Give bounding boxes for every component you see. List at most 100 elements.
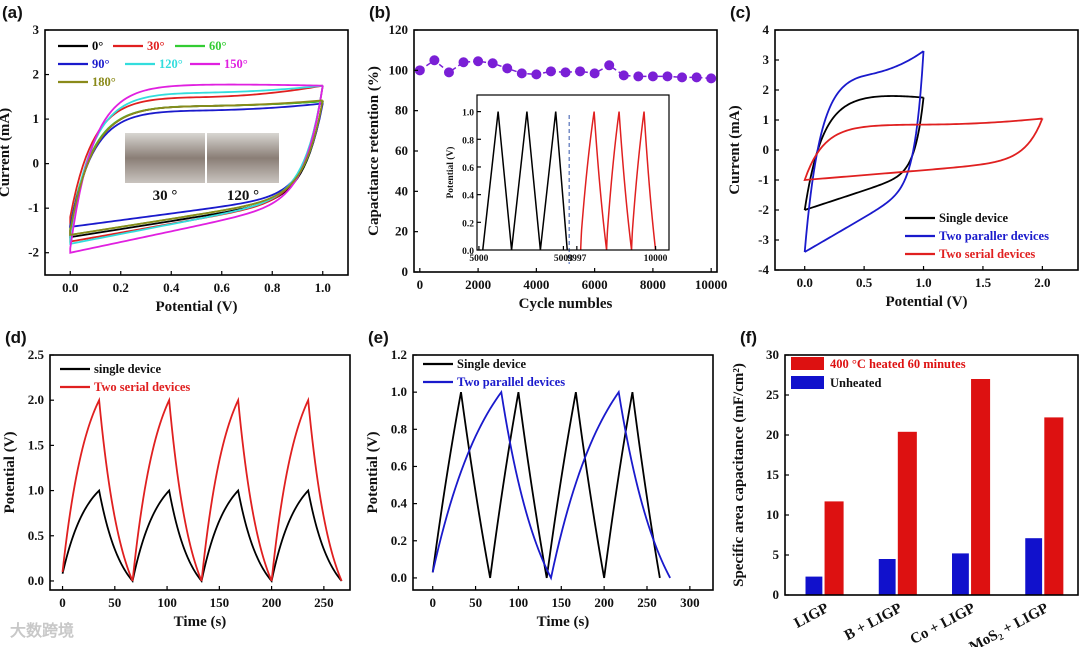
cv-curve [69, 83, 324, 254]
x-tick-label: 250 [637, 595, 657, 610]
cv-curve [803, 117, 1044, 182]
y-tick-label: 0.2 [462, 219, 474, 229]
legend-label: 0° [92, 39, 103, 53]
panel-e: (e) 0 50 100 150 200 250 300 0.0 0.2 0.4 0.6 0.8 1.0 1… [365, 328, 714, 630]
panel-label: (d) [5, 328, 27, 347]
x-tick-label: 1.0 [915, 275, 931, 290]
x-tick-label: 6000 [582, 277, 608, 292]
x-tick-label: 150 [210, 595, 230, 610]
retention-point [575, 66, 586, 77]
retention-point [545, 66, 556, 77]
inset-y-axis-label: Potential (V) [445, 147, 456, 199]
y-tick-label: 20 [766, 427, 779, 442]
y-tick-label: 2.0 [28, 392, 44, 407]
x-axis-label: Time (s) [537, 614, 590, 630]
y-tick-label: 0.8 [462, 136, 474, 146]
legend-label: 120° [159, 57, 183, 71]
y-tick-label: 1.0 [462, 109, 474, 119]
retention-point [633, 71, 644, 82]
x-tick-label: 0.6 [214, 280, 231, 295]
y-tick-label: 0.2 [391, 533, 407, 548]
category-label: B + LIGP [842, 600, 905, 644]
x-tick-label: 1.0 [315, 280, 331, 295]
x-tick-label: 0.2 [113, 280, 129, 295]
x-tick-label: 0 [429, 595, 436, 610]
legend-label: Two parallel devices [457, 375, 565, 389]
y-axis-label: Current (mA) [727, 105, 743, 194]
x-axis-label: Potential (V) [885, 294, 967, 310]
x-tick-label: 8000 [640, 277, 666, 292]
y-tick-label: -2 [28, 245, 39, 260]
retention-point [589, 68, 600, 79]
x-axis-label: Cycle numbles [519, 296, 613, 312]
plot-area [803, 50, 1044, 254]
x-tick-label: 100 [157, 595, 177, 610]
y-tick-label: 3 [763, 52, 770, 67]
y-tick-label: -3 [758, 232, 769, 247]
plot-area [69, 83, 324, 254]
y-tick-label: 1 [33, 111, 40, 126]
y-tick-label: 10 [766, 507, 779, 522]
y-tick-label: 40 [395, 183, 408, 198]
retention-point [706, 73, 717, 84]
y-axis-label: Potential (V) [365, 431, 381, 513]
gcd-curve [431, 389, 671, 581]
retention-point [531, 69, 542, 80]
bending-photo [207, 133, 279, 183]
x-tick-label: 2000 [465, 277, 491, 292]
y-tick-label: -4 [758, 262, 769, 277]
bending-photo [125, 133, 205, 183]
panel-a: (a) 30 ° 120 ° 0.0 0.2 0.4 0.6 0.8 1.0 -2 -1 0 1 2 3 Po… [0, 3, 349, 315]
watermark: 大数跨境 [10, 621, 74, 640]
plot-frame [476, 94, 670, 251]
x-tick-label: 10000 [695, 277, 728, 292]
retention-point [473, 56, 484, 67]
y-tick-label: 120 [389, 22, 409, 37]
retention-point [618, 70, 629, 81]
legend-label: 180° [92, 75, 116, 89]
retention-point [414, 65, 425, 76]
x-tick-label: 2.0 [1034, 275, 1050, 290]
panel-label: (e) [368, 328, 389, 347]
y-tick-label: -1 [28, 200, 39, 215]
legend-label: single device [94, 362, 161, 376]
x-tick-label: 100 [509, 595, 529, 610]
panel-label: (a) [2, 3, 23, 22]
panel-label: (b) [369, 3, 391, 22]
y-tick-label: 15 [766, 467, 780, 482]
legend-label: Two serial devices [939, 247, 1035, 261]
y-tick-label: 0 [33, 156, 40, 171]
x-axis-label: Potential (V) [155, 299, 237, 315]
y-tick-label: 1 [763, 112, 770, 127]
x-tick-label: 150 [552, 595, 572, 610]
y-tick-label: 60 [395, 143, 408, 158]
plot-area [431, 389, 671, 581]
x-tick-label: 0.5 [856, 275, 873, 290]
plot-area [805, 379, 1064, 595]
retention-point [560, 67, 571, 78]
x-tick-label: 1.5 [975, 275, 992, 290]
panel-label: (c) [730, 3, 751, 22]
y-tick-label: 0.4 [391, 496, 408, 511]
legend-label: Unheated [830, 376, 881, 390]
bar-unheated [952, 553, 969, 595]
x-tick-label: 0.8 [264, 280, 281, 295]
x-tick-label: 5000 [469, 254, 488, 264]
x-tick-label: 0.0 [62, 280, 78, 295]
x-tick-label: 200 [262, 595, 282, 610]
y-tick-label: 1.2 [391, 347, 407, 362]
cv-curve [803, 50, 925, 254]
category-label: LIGP [792, 600, 832, 631]
x-tick-label: 5003 [554, 254, 573, 264]
x-tick-label: 0.4 [163, 280, 180, 295]
y-tick-label: 0.6 [462, 164, 474, 174]
plot-frame [49, 354, 351, 591]
bar-heated [971, 379, 991, 595]
cv-curve [69, 99, 324, 236]
x-tick-label: 4000 [523, 277, 549, 292]
bar-heated [1044, 417, 1064, 595]
x-axis-label: Time (s) [174, 614, 227, 630]
photo-caption: 120 ° [227, 188, 259, 204]
y-tick-label: 2.5 [28, 347, 45, 362]
